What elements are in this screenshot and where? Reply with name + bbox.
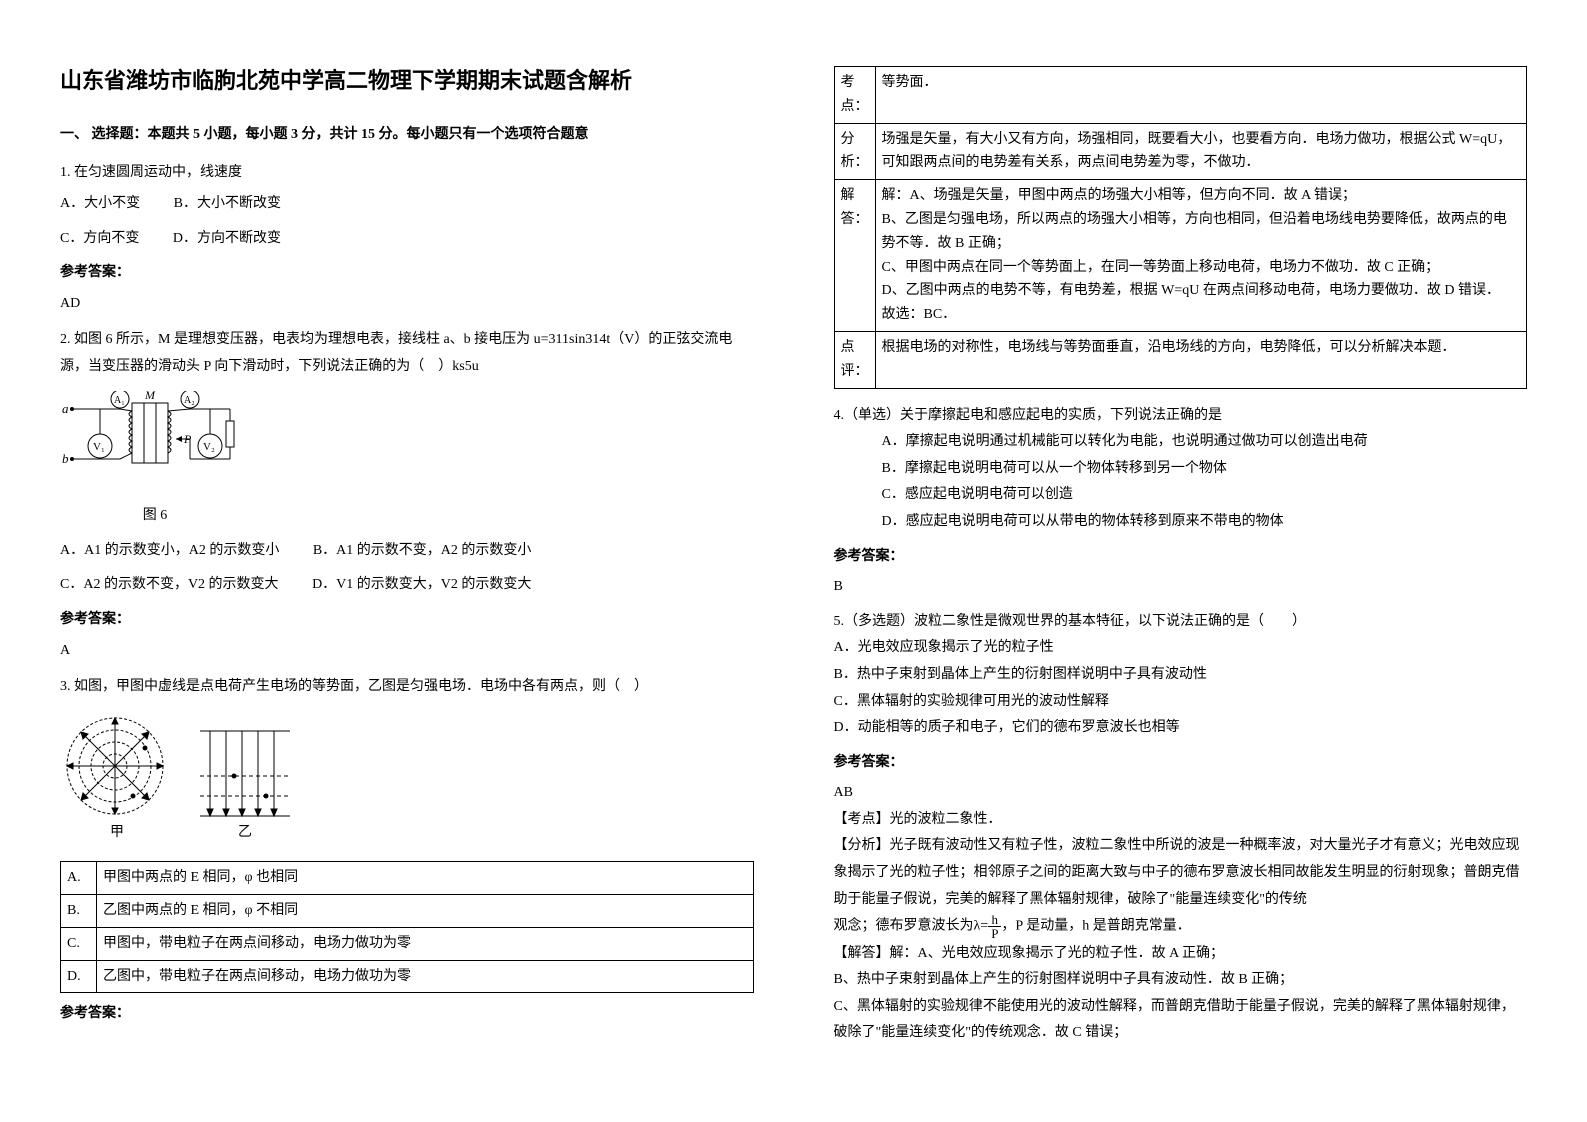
- q2-opt-a: A．A1 的示数变小，A2 的示数变小: [60, 543, 279, 558]
- q2-opt-b: B．A1 的示数不变，A2 的示数变小: [313, 543, 532, 558]
- q5-opt-b: B．热中子束射到晶体上产生的衍射图样说明中子具有波动性: [834, 662, 1528, 689]
- q1-opt-a: A．大小不变: [60, 196, 140, 211]
- q3-solution-table: 考点：等势面． 分析：场强是矢量，有大小又有方向，场强相同，既要看大小，也要看方…: [834, 66, 1528, 389]
- doc-title: 山东省潍坊市临朐北苑中学高二物理下学期期末试题含解析: [60, 60, 754, 102]
- q2-row2: C．A2 的示数不变，V2 的示数变大 D．V1 的示数变大，V2 的示数变大: [60, 572, 754, 599]
- q5-opt-a: A．光电效应现象揭示了光的粒子性: [834, 635, 1528, 662]
- q5-opt-c: C．黑体辐射的实验规律可用光的波动性解释: [834, 689, 1528, 716]
- q5-kd: 【考点】光的波粒二象性．: [834, 807, 1528, 834]
- q3-figure: 甲 乙: [60, 711, 300, 852]
- svg-text:乙: 乙: [238, 824, 252, 840]
- q2-figure: a b V₁ A₁ M P: [60, 391, 250, 530]
- sol-fx: 场强是矢量，有大小又有方向，场强相同，既要看大小，也要看方向．电场力做功，根据公…: [875, 123, 1527, 180]
- q3-opt-c-lbl: C.: [61, 927, 97, 960]
- svg-text:b: b: [62, 451, 69, 466]
- section-1-title: 一、 选择题：本题共 5 小题，每小题 3 分，共计 15 分。每小题只有一个选…: [60, 122, 754, 149]
- q5-opt-d: D．动能相等的质子和电子，它们的德布罗意波长也相等: [834, 715, 1528, 742]
- q5-jdc: C、黑体辐射的实验规律不能使用光的波动性解释，而普朗克借助于能量子假说，完美的解…: [834, 994, 1528, 1047]
- q4-ans: B: [834, 574, 1528, 601]
- q4-opt-a: A．摩擦起电说明通过机械能可以转化为电能，也说明通过做功可以创造出电荷: [882, 429, 1528, 456]
- q5-stem: 5.（多选题）波粒二象性是微观世界的基本特征，以下说法正确的是（ ）: [834, 609, 1528, 636]
- q3-opt-a-lbl: A.: [61, 862, 97, 895]
- sol-dp-lbl: 点评：: [834, 331, 875, 388]
- q4-opt-b: B．摩擦起电说明电荷可以从一个物体转移到另一个物体: [882, 456, 1528, 483]
- q1-opt-d: D．方向不断改变: [173, 231, 281, 246]
- sol-kd: 等势面．: [875, 67, 1527, 124]
- q3-options-table: A.甲图中两点的 E 相同，φ 也相同 B.乙图中两点的 E 相同，φ 不相同 …: [60, 861, 754, 993]
- q2-ans-label: 参考答案：: [60, 607, 754, 634]
- q4-opt-d: D．感应起电说明电荷可以从带电的物体转移到原来不带电的物体: [882, 509, 1528, 536]
- sol-jd: 解：A、场强是矢量，甲图中两点的场强大小相等，但方向不同．故 A 错误； B、乙…: [875, 180, 1527, 332]
- q2-opt-d: D．V1 的示数变大，V2 的示数变大: [312, 577, 531, 592]
- q4-stem: 4.（单选）关于摩擦起电和感应起电的实质，下列说法正确的是: [834, 403, 1528, 430]
- svg-text:V₁: V₁: [93, 441, 105, 453]
- q3-opt-c: 甲图中，带电粒子在两点间移动，电场力做功为零: [97, 927, 754, 960]
- svg-text:甲: 甲: [110, 825, 124, 840]
- q5-jda: 【解答】解：A、光电效应现象揭示了光的粒子性．故 A 正确；: [834, 941, 1528, 968]
- q2-row1: A．A1 的示数变小，A2 的示数变小 B．A1 的示数不变，A2 的示数变小: [60, 538, 754, 565]
- q5-ans: AB: [834, 780, 1528, 807]
- q3-opt-d-lbl: D.: [61, 960, 97, 993]
- q5-fx2a: 观念；德布罗意波长为λ=: [834, 919, 989, 934]
- q1-stem: 1. 在匀速圆周运动中，线速度: [60, 160, 754, 187]
- q5-fx2b: ，P 是动量，h 是普朗克常量．: [1001, 919, 1190, 934]
- q1-opt-c: C．方向不变: [60, 231, 139, 246]
- q5-ans-label: 参考答案：: [834, 750, 1528, 777]
- q2-opt-c: C．A2 的示数不变，V2 的示数变大: [60, 577, 279, 592]
- left-column: 山东省潍坊市临朐北苑中学高二物理下学期期末试题含解析 一、 选择题：本题共 5 …: [0, 0, 794, 1122]
- q1-ans-label: 参考答案：: [60, 260, 754, 287]
- q3-opt-b-lbl: B.: [61, 895, 97, 928]
- sol-fx-lbl: 分析：: [834, 123, 875, 180]
- q4-opt-c: C．感应起电说明电荷可以创造: [882, 482, 1528, 509]
- right-column: 考点：等势面． 分析：场强是矢量，有大小又有方向，场强相同，既要看大小，也要看方…: [794, 0, 1587, 1122]
- q1-opt-b: B．大小不断改变: [174, 196, 281, 211]
- q3-opt-b: 乙图中两点的 E 相同，φ 不相同: [97, 895, 754, 928]
- q2-ans: A: [60, 638, 754, 665]
- sol-dp: 根据电场的对称性，电场线与等势面垂直，沿电场线的方向，电势降低，可以分析解决本题…: [875, 331, 1527, 388]
- sol-jd-lbl: 解答：: [834, 180, 875, 332]
- q1-ans: AD: [60, 291, 754, 318]
- q1-row1: A．大小不变 B．大小不断改变: [60, 191, 754, 218]
- q3-stem: 3. 如图，甲图中虚线是点电荷产生电场的等势面，乙图是匀强电场．电场中各有两点，…: [60, 674, 754, 701]
- svg-text:V₂: V₂: [203, 441, 215, 453]
- sol-kd-lbl: 考点：: [834, 67, 875, 124]
- q4-ans-label: 参考答案：: [834, 544, 1528, 571]
- svg-text:M: M: [144, 391, 156, 402]
- svg-text:A₁: A₁: [114, 395, 125, 406]
- fraction-icon: hP: [988, 913, 1001, 940]
- q3-opt-d: 乙图中，带电粒子在两点间移动，电场力做功为零: [97, 960, 754, 993]
- svg-text:a: a: [62, 401, 69, 416]
- q5-fx: 【分析】光子既有波动性又有粒子性，波粒二象性中所说的波是一种概率波，对大量光子才…: [834, 833, 1528, 913]
- q5-jdb: B、热中子束射到晶体上产生的衍射图样说明中子具有波动性．故 B 正确；: [834, 967, 1528, 994]
- q5-fx2: 观念；德布罗意波长为λ=hP，P 是动量，h 是普朗克常量．: [834, 913, 1528, 940]
- q3-ans-label: 参考答案：: [60, 1001, 754, 1028]
- q2-stem: 2. 如图 6 所示，M 是理想变压器，电表均为理想电表，接线柱 a、b 接电压…: [60, 327, 754, 380]
- svg-text:A₂: A₂: [184, 395, 195, 406]
- q3-opt-a: 甲图中两点的 E 相同，φ 也相同: [97, 862, 754, 895]
- q1-row2: C．方向不变 D．方向不断改变: [60, 226, 754, 253]
- q2-figure-caption: 图 6: [60, 503, 250, 530]
